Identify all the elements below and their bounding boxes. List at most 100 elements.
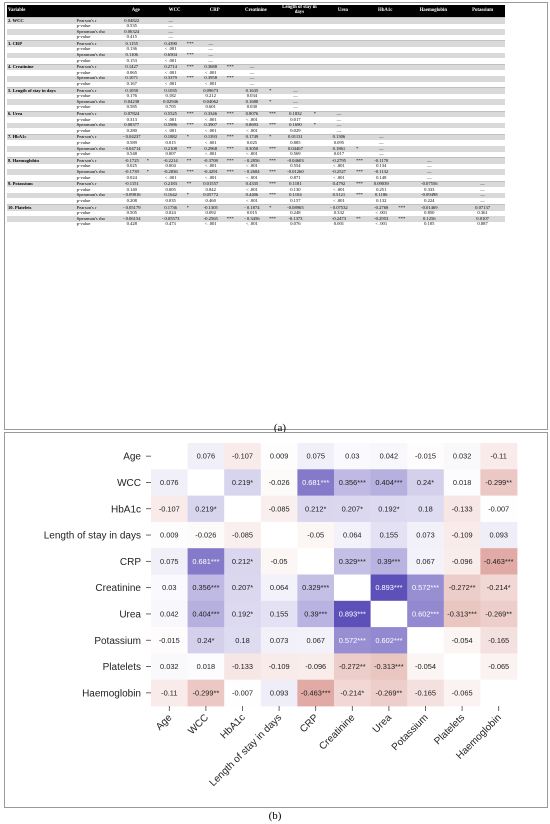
significance-marker: [452, 52, 461, 59]
significance-marker: [452, 146, 461, 152]
table-cell-value: < .001: [333, 198, 345, 203]
heatmap-col-label: Age: [154, 712, 175, 733]
table-row: p-value 0.065 < .001 < .001 —: [7, 70, 505, 76]
significance-marker: [186, 16, 195, 24]
significance-marker: ***: [186, 122, 195, 129]
table-cell-value: 0.148: [376, 175, 387, 180]
table-row: p-value 0.505 0.024 0.092 0.015 0.248 0.332 < .…: [7, 211, 505, 217]
heatmap-cell: [151, 600, 188, 628]
statistic-label: Spearman's rho: [75, 122, 117, 129]
heatmap-cell-label: 0.064: [270, 583, 289, 592]
table-cell-value: [460, 169, 505, 176]
heatmap-cell-label: -0.085: [232, 531, 253, 540]
significance-marker: ***: [226, 75, 235, 82]
heatmap-cell: [443, 653, 481, 681]
table-cell-value: 0.842: [205, 187, 216, 192]
significance-marker: [356, 99, 365, 105]
table-cell-value: [406, 40, 453, 47]
statistic-label: p-value: [76, 175, 91, 180]
table-cell-value: 0.05772: [194, 192, 227, 199]
heatmap-cell-label: 0.064: [343, 531, 362, 540]
table-cell-value: - 0.04714: [116, 146, 147, 152]
statistic-label: Spearman's rho: [75, 29, 117, 35]
heatmap-cell-label: 0.572***: [339, 636, 366, 645]
heatmap-cell: [480, 521, 518, 549]
heatmap-cell: [187, 495, 225, 523]
heatmap-cell-label: -0.165: [415, 688, 436, 697]
table-cell-value: -0.2565: [194, 216, 227, 222]
significance-marker: [356, 52, 365, 59]
heatmap-cell: [151, 443, 188, 470]
table-cell-value: 0.09039: [364, 180, 399, 188]
significance-marker: [398, 180, 407, 188]
heatmap-cell-label: -0.272**: [449, 583, 476, 592]
statistic-label: Pearson's r: [75, 133, 117, 141]
heatmap-row-label: WCC: [117, 478, 141, 489]
table-cell-value: 0.3379: [154, 75, 187, 82]
table-cell-value: [406, 87, 453, 94]
table-cell-value: - 0.2856: [234, 157, 270, 164]
heatmap-cell: [334, 574, 371, 602]
statistic-label: p-value: [76, 70, 91, 75]
heatmap-cell-label: -0.109: [452, 531, 473, 540]
heatmap-cell: [260, 600, 298, 628]
heatmap-cell-label: -0.109: [269, 662, 290, 671]
heatmap-cell: [297, 627, 335, 654]
heatmap-cell-label: -0.133: [232, 662, 253, 671]
table-cell-value: 0.134: [376, 163, 387, 169]
variable-cell-empty: [7, 216, 76, 222]
table-row: Spearman's rho 0.08377 0.5986 *** 0.3907 *** 0…: [7, 122, 505, 129]
heatmap-cell: [297, 469, 335, 496]
table-cell-value: [364, 99, 399, 105]
heatmap-cell-label: 0.681***: [192, 557, 219, 566]
significance-marker: [452, 222, 460, 228]
header-hba1c: HbA1c: [364, 5, 407, 18]
table-cell-value: —: [194, 40, 227, 47]
table-cell-value: —: [154, 16, 187, 24]
heatmap-cell-label: 0.093: [489, 531, 508, 540]
table-cell-value: 0.5986: [154, 122, 187, 129]
table-cell-value: [277, 40, 314, 47]
heatmap-row-label: Potassium: [94, 636, 141, 647]
table-cell-value: —: [480, 187, 485, 192]
significance-marker: *: [269, 99, 278, 105]
heatmap-cell: [151, 495, 188, 523]
heatmap-cell: [407, 548, 445, 575]
table-cell-value: 0.024: [165, 210, 176, 216]
table-cell-value: < .001: [204, 117, 217, 122]
significance-marker: [398, 29, 407, 35]
statistic-label: p-value: [76, 58, 91, 63]
statistic-label: p-value: [76, 81, 91, 87]
table-cell-value: 0.025: [126, 163, 137, 169]
table-cell-value: —: [194, 52, 227, 59]
table-cell-value: [321, 75, 357, 82]
table-cell-value: [364, 110, 399, 118]
heatmap-cell: [297, 548, 335, 575]
significance-marker: **: [186, 146, 195, 152]
table-cell-value: [460, 75, 505, 82]
table-cell-value: 0.460: [205, 198, 216, 203]
heatmap-cell: [480, 653, 518, 681]
significance-marker: [226, 16, 235, 24]
significance-marker: ***: [269, 192, 278, 199]
table-row: Spearman's rho - 0.09816 0.1642 * 0.05772 0.4…: [7, 192, 505, 199]
significance-marker: *: [269, 133, 278, 141]
table-cell-value: -0.2795: [321, 157, 357, 164]
heatmap-cell: [443, 574, 481, 602]
heatmap-cell: [334, 521, 371, 549]
table-cell-value: 0.280: [126, 128, 137, 133]
heatmap-cell-label: -0.463***: [301, 688, 331, 697]
table-cell-value: —: [427, 163, 432, 169]
significance-marker: [269, 222, 277, 228]
heatmap-cell: [370, 469, 408, 496]
heatmap-col-label: Creatinine: [317, 712, 357, 752]
heatmap-cell: [260, 495, 298, 523]
heatmap-cell-label: 0.602***: [412, 609, 439, 618]
heatmap-cell-label: 0.042: [380, 452, 399, 461]
heatmap-cell-label: -0.05: [307, 531, 324, 540]
significance-marker: [452, 75, 461, 82]
significance-marker: [398, 40, 407, 47]
table-cell-value: —: [364, 133, 399, 141]
significance-marker: [452, 63, 461, 71]
heatmap-cell-label: -0.107: [159, 504, 180, 513]
